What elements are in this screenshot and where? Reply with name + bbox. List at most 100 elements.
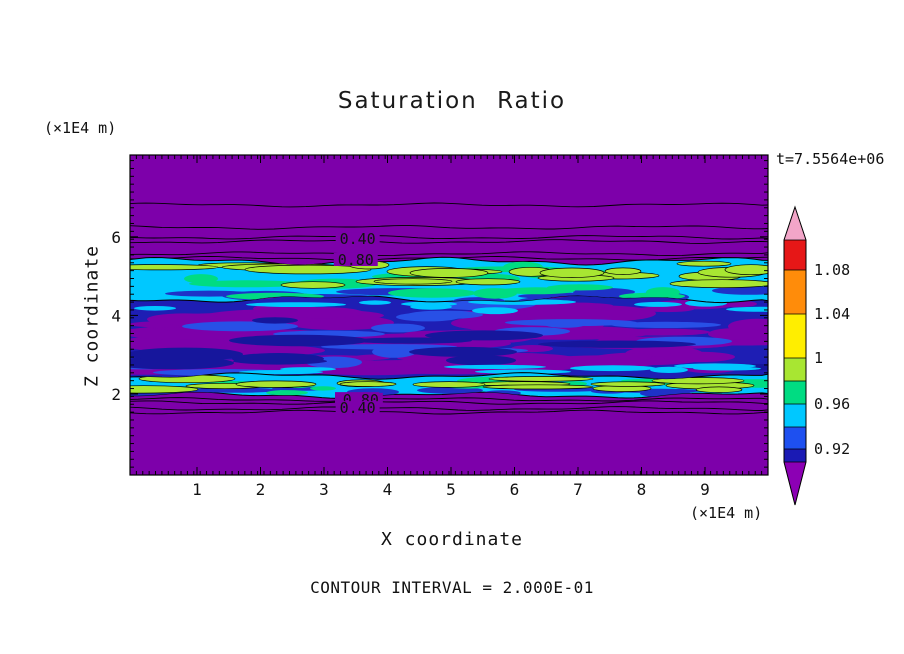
field-blob <box>604 267 642 275</box>
colorbar-segment <box>784 427 806 449</box>
field-blob <box>669 279 768 289</box>
time-label: t=7.5564e+06 <box>776 150 885 168</box>
field-blob <box>612 353 652 361</box>
field-blob <box>409 268 489 278</box>
contour-line <box>129 225 769 230</box>
x-tick-label: 3 <box>319 480 329 499</box>
field-blob <box>410 304 452 310</box>
contour-line-label: 0.80 <box>338 251 374 269</box>
field-blob <box>695 386 743 393</box>
contour-line <box>129 251 769 257</box>
colorbar-label: 1 <box>814 349 823 367</box>
colorbar-top-arrow <box>784 207 806 240</box>
field-blob <box>596 334 636 342</box>
y-tick-label: 4 <box>111 306 121 325</box>
field-blob <box>388 288 476 298</box>
contour-interval-note: CONTOUR INTERVAL = 2.000E-01 <box>310 578 594 597</box>
y-axis-unit-label: (×1E4 m) <box>44 119 117 137</box>
field-blob <box>651 377 745 385</box>
x-axis-unit-label: (×1E4 m) <box>690 504 763 522</box>
field-blob <box>339 381 397 387</box>
field-blob <box>371 323 425 333</box>
field-blob <box>407 310 483 319</box>
field-blob <box>235 380 317 388</box>
contour-line <box>129 406 769 411</box>
colorbar-segment <box>784 449 806 462</box>
field-blob <box>321 344 457 350</box>
field-blob <box>281 307 363 319</box>
field-blob <box>499 287 575 295</box>
field-blob <box>373 278 453 285</box>
x-axis-title: X coordinate <box>380 529 524 550</box>
field-blob <box>246 302 346 307</box>
lower-band-texture <box>130 374 768 399</box>
field-blob <box>539 267 605 278</box>
field-blob <box>581 310 647 321</box>
contour-line-label: 0.40 <box>340 399 376 417</box>
field-blob <box>244 264 372 275</box>
field-blob <box>472 307 518 315</box>
field-blob <box>359 300 391 305</box>
field-blob <box>444 364 546 369</box>
contour-line <box>129 409 768 415</box>
colorbar-label: 0.92 <box>814 440 850 458</box>
colorbar-outline <box>783 205 807 506</box>
field-blob <box>130 385 199 394</box>
colorbar-segment <box>784 358 806 381</box>
field-blob <box>412 381 486 388</box>
field-blob <box>473 288 517 299</box>
field-blob <box>446 355 516 366</box>
field-blob <box>252 317 298 324</box>
field-blob <box>229 334 369 347</box>
x-tick-label: 2 <box>256 480 266 499</box>
chart-title: Saturation Ratio <box>337 88 567 114</box>
field-blob <box>352 337 472 344</box>
x-tick-label: 5 <box>446 480 456 499</box>
field-blob <box>130 347 243 361</box>
field-blob <box>570 365 656 372</box>
field-blob <box>650 366 688 373</box>
field-blob <box>425 330 543 341</box>
x-tick-label: 7 <box>573 480 583 499</box>
field-blob <box>182 321 298 332</box>
y-axis-title: Z coordinate <box>81 244 103 388</box>
colorbar-segment <box>784 240 806 270</box>
field-blob <box>724 264 768 276</box>
x-tick-label: 4 <box>383 480 393 499</box>
field-blob <box>134 306 176 311</box>
field-blob <box>611 321 721 328</box>
field-blob <box>674 363 756 369</box>
y-tick-label: 2 <box>111 385 121 404</box>
field-blob <box>634 301 682 307</box>
colorbar-segment <box>784 314 806 358</box>
contour-line <box>129 397 769 402</box>
field-blob <box>147 313 221 326</box>
field-blob <box>544 320 586 328</box>
field-blob <box>455 278 521 286</box>
contour-label-mask <box>335 401 380 415</box>
field-blob <box>184 274 218 284</box>
contour-line <box>129 400 769 405</box>
contour-line-label: 0.40 <box>340 230 376 248</box>
field-blob <box>130 264 219 271</box>
contour-line <box>129 202 769 208</box>
colorbar-label: 0.96 <box>814 395 850 413</box>
field-blob <box>646 287 680 298</box>
colorbar-segment <box>784 381 806 404</box>
field-blob <box>590 381 666 387</box>
field-blob <box>708 328 764 340</box>
field-blob <box>663 351 735 363</box>
field-blob <box>409 346 517 357</box>
colorbar-bottom-arrow <box>784 462 806 505</box>
colorbar-segment <box>784 270 806 314</box>
field-blob <box>266 390 308 396</box>
field-blob <box>482 384 594 390</box>
field-blob <box>280 367 336 372</box>
field-blob <box>538 340 696 348</box>
x-tick-label: 6 <box>510 480 520 499</box>
colorbar-label: 1.04 <box>814 305 850 323</box>
y-tick-label: 6 <box>111 228 121 247</box>
x-tick-label: 8 <box>637 480 647 499</box>
